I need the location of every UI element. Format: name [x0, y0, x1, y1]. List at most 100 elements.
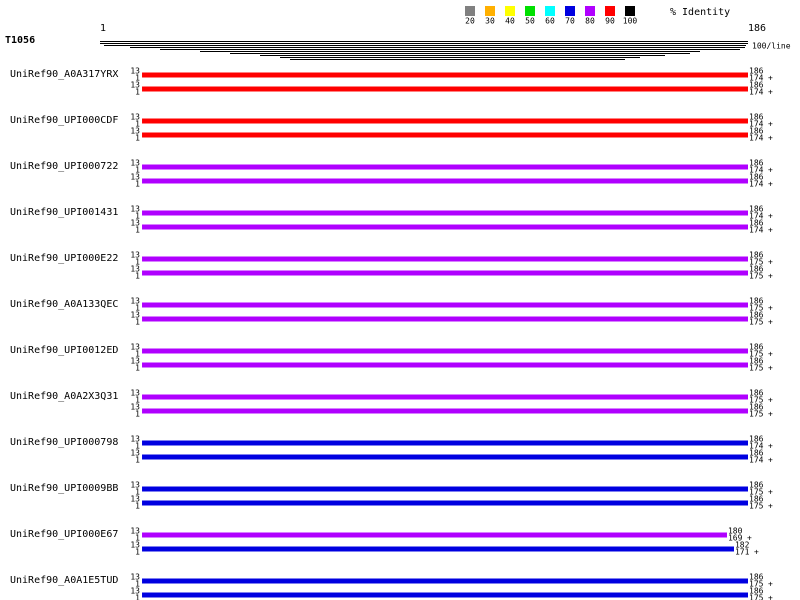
hit-end-label: 175	[749, 304, 764, 313]
strand: +	[768, 180, 773, 189]
legend-swatch	[465, 6, 475, 16]
legend-label: 70	[565, 17, 575, 26]
strand: +	[768, 226, 773, 235]
hit-end-label: 175	[749, 502, 764, 511]
query-start-label: 13	[130, 449, 140, 458]
query-end-label: 186	[749, 481, 764, 490]
hit-start-label: 1	[135, 272, 140, 281]
query-start-label: 13	[130, 127, 140, 136]
legend-swatch	[585, 6, 595, 16]
legend-label: 20	[465, 17, 475, 26]
query-end-label: 186	[749, 495, 764, 504]
query-end-label: 186	[749, 265, 764, 274]
query-end-label: 186	[749, 389, 764, 398]
alignment-bar	[142, 592, 749, 598]
alignment-bar	[142, 532, 727, 538]
hit-start-label: 1	[135, 396, 140, 405]
hit-end-label: 175	[749, 318, 764, 327]
query-end-label: 180	[728, 527, 743, 536]
hit-start-label: 1	[135, 456, 140, 465]
legend-swatch	[525, 6, 535, 16]
query-start-label: 13	[130, 587, 140, 596]
hit-name: UniRef90_A0A133QEC	[10, 299, 118, 310]
hit-start-label: 1	[135, 120, 140, 129]
hit-end-label: 174	[749, 166, 764, 175]
hit-start-label: 1	[135, 488, 140, 497]
strand: +	[768, 272, 773, 281]
query-end-label: 186	[749, 127, 764, 136]
query-start-label: 13	[130, 389, 140, 398]
query-start-label: 13	[130, 297, 140, 306]
hit-name: UniRef90_UPI000722	[10, 161, 118, 172]
query-end-label: 182	[735, 541, 750, 550]
hit-end-label: 175	[749, 396, 764, 405]
strand: +	[754, 548, 759, 557]
hit-name: UniRef90_UPI000CDF	[10, 115, 118, 126]
query-name: T1056	[5, 35, 35, 46]
hit-start-label: 1	[135, 318, 140, 327]
strand: +	[768, 502, 773, 511]
legend-label: 50	[525, 17, 535, 26]
hit-start-label: 1	[135, 580, 140, 589]
query-start-label: 13	[130, 173, 140, 182]
hit-start-label: 1	[135, 134, 140, 143]
alignment-bar	[142, 178, 749, 184]
alignment-bar	[142, 408, 749, 414]
alignment-bar	[142, 256, 749, 262]
scale-label: 100/line	[752, 42, 791, 51]
hit-end-label: 174	[749, 74, 764, 83]
alignment-bar	[142, 316, 749, 322]
legend-label: 40	[505, 17, 515, 26]
legend-label: 30	[485, 17, 495, 26]
legend-swatch	[565, 6, 575, 16]
strand: +	[768, 166, 773, 175]
query-end-label: 186	[749, 67, 764, 76]
hit-end-label: 174	[749, 88, 764, 97]
legend-swatch	[625, 6, 635, 16]
hit-name: UniRef90_A0A1E5TUD	[10, 575, 118, 586]
strand: +	[768, 350, 773, 359]
hit-name: UniRef90_UPI000E67	[10, 529, 118, 540]
query-start-label: 13	[130, 357, 140, 366]
query-start-label: 13	[130, 311, 140, 320]
strand: +	[768, 580, 773, 589]
query-start-label: 13	[130, 527, 140, 536]
alignment-bar	[142, 224, 749, 230]
hit-start-label: 1	[135, 212, 140, 221]
strand: +	[768, 364, 773, 373]
query-start-label: 13	[130, 573, 140, 582]
coverage-depth	[100, 41, 748, 60]
hit-end-label: 171	[735, 548, 750, 557]
strand: +	[768, 74, 773, 83]
strand: +	[768, 88, 773, 97]
legend-label: 90	[605, 17, 615, 26]
alignment-bar	[142, 72, 749, 78]
hit-name: UniRef90_A0A317YRX	[10, 69, 118, 80]
hit-start-label: 1	[135, 364, 140, 373]
query-start-label: 13	[130, 403, 140, 412]
strand: +	[768, 442, 773, 451]
query-start-label: 13	[130, 81, 140, 90]
hit-start-label: 1	[135, 548, 140, 557]
alignment-bar	[142, 348, 749, 354]
hit-start-label: 1	[135, 442, 140, 451]
hit-start-label: 1	[135, 74, 140, 83]
hit-end-label: 174	[749, 134, 764, 143]
strand: +	[747, 534, 752, 543]
query-end-label: 186	[749, 357, 764, 366]
query-end-label: 186	[749, 173, 764, 182]
hit-end-label: 175	[749, 488, 764, 497]
hit-start-label: 1	[135, 166, 140, 175]
alignment-bar	[142, 270, 749, 276]
hit-end-label: 175	[749, 364, 764, 373]
hit-end-label: 175	[749, 258, 764, 267]
hit-start-label: 1	[135, 180, 140, 189]
query-start: 1	[100, 23, 106, 34]
query-end-label: 186	[749, 311, 764, 320]
query-end-label: 186	[749, 343, 764, 352]
query-end-label: 186	[749, 587, 764, 596]
hit-start-label: 1	[135, 88, 140, 97]
hit-end-label: 174	[749, 442, 764, 451]
alignment-bar	[142, 86, 749, 92]
hit-end-label: 174	[749, 180, 764, 189]
